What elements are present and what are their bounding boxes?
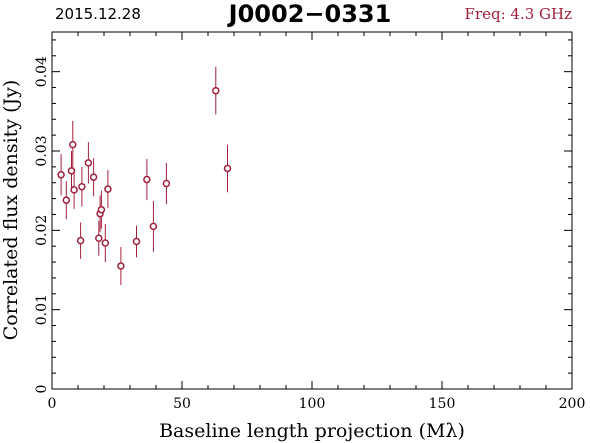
data-point xyxy=(212,86,220,95)
x-tick-label: 0 xyxy=(48,396,57,412)
data-point xyxy=(76,236,85,245)
x-tick-label: 100 xyxy=(299,396,326,412)
data-point xyxy=(78,182,86,191)
source-name-title: J0002−0331 xyxy=(227,0,392,28)
y-tick-label: 0.03 xyxy=(34,135,50,166)
data-point xyxy=(104,185,112,193)
data-point xyxy=(84,159,93,167)
data-point xyxy=(117,262,125,270)
data-point xyxy=(69,140,77,149)
observation-date: 2015.12.28 xyxy=(55,5,141,23)
error-bars xyxy=(60,66,228,286)
data-point xyxy=(89,173,98,181)
y-tick-label: 0.02 xyxy=(34,215,50,246)
data-point xyxy=(132,237,141,246)
axis-ticks xyxy=(51,32,573,390)
x-axis-label: Baseline length projection (Mλ) xyxy=(159,420,465,442)
x-tick-label: 200 xyxy=(559,396,586,412)
x-tick-label: 50 xyxy=(173,396,191,412)
y-tick-label: 0.01 xyxy=(34,294,50,325)
axis-tick-labels: 0 50 100 150 200 0 0.01 0.02 0.03 0.04 xyxy=(34,56,585,412)
plot-frame xyxy=(51,31,573,390)
data-point xyxy=(67,167,76,175)
data-point xyxy=(62,196,71,204)
data-point xyxy=(57,171,65,179)
data-point xyxy=(223,164,232,173)
data-point xyxy=(143,175,151,184)
data-points xyxy=(57,86,232,270)
data-point xyxy=(162,179,171,188)
data-point xyxy=(149,222,158,231)
y-tick-label: 0.04 xyxy=(34,56,50,87)
frequency-label: Freq: 4.3 GHz xyxy=(465,5,573,23)
data-point xyxy=(70,186,78,194)
y-tick-label: 0 xyxy=(34,385,50,394)
data-point xyxy=(97,205,106,214)
y-axis-label: Correlated flux density (Jy) xyxy=(0,80,22,341)
x-tick-label: 150 xyxy=(429,396,456,412)
data-point xyxy=(101,239,110,247)
data-point xyxy=(95,234,103,243)
